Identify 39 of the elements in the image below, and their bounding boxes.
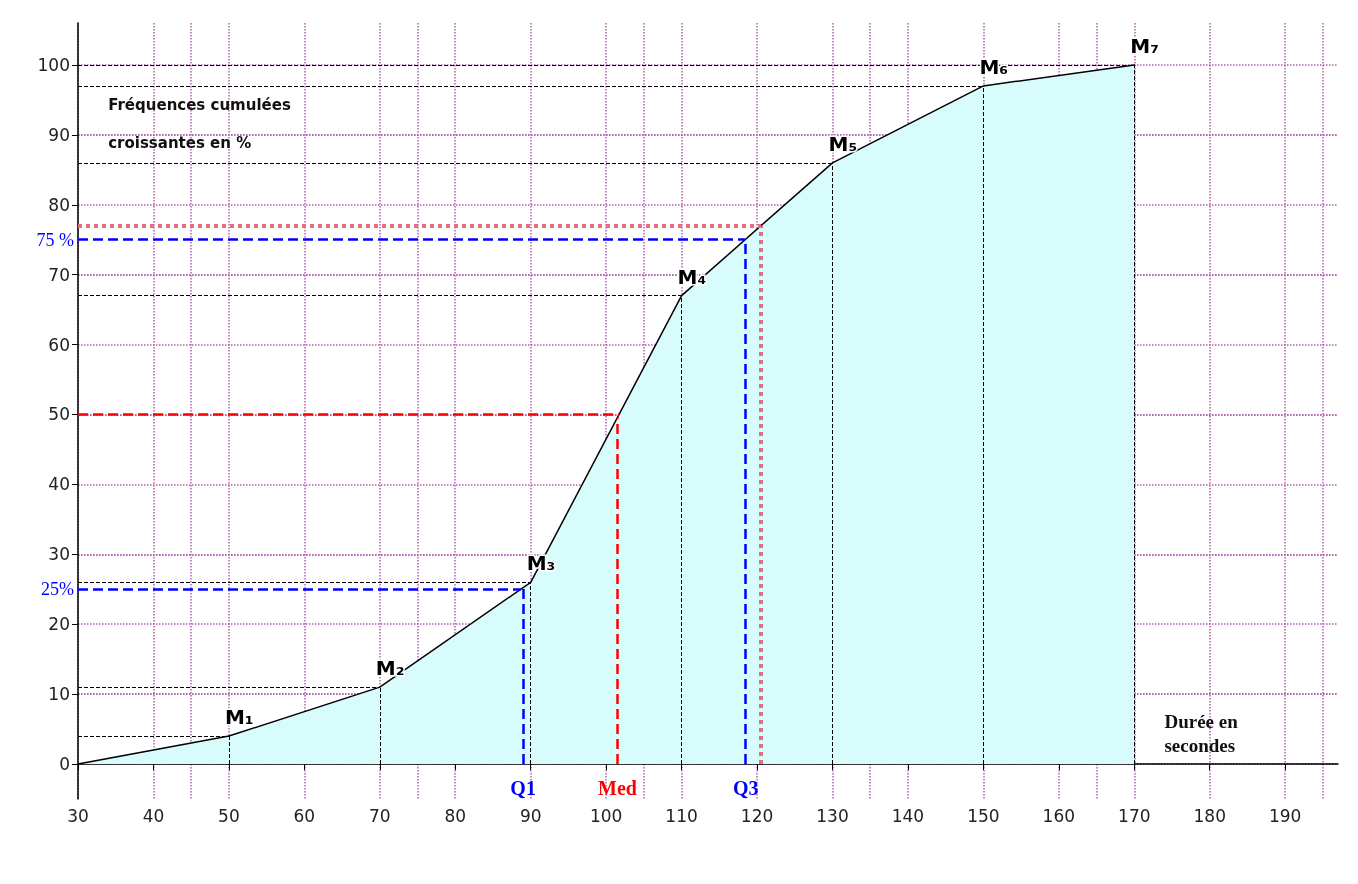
ref-line-label: Q3 <box>732 777 759 800</box>
y-tick-label: 10 <box>48 684 70 705</box>
x-tick-label: 180 <box>1193 805 1226 826</box>
x-tick-label: 110 <box>665 805 698 826</box>
y-tick-label: 50 <box>48 404 70 425</box>
annotation: M₂ <box>375 656 405 681</box>
y-tick-label: 90 <box>48 124 70 145</box>
annotation: M₅ <box>828 131 858 156</box>
x-tick-label: 150 <box>967 805 1000 826</box>
x-tick-label: 130 <box>816 805 849 826</box>
text: Fréquences cumulées croissantes en % <box>108 95 291 152</box>
y-tick-label: 40 <box>48 474 70 495</box>
y-tick-label: 70 <box>48 264 70 285</box>
x-tick-label: 30 <box>67 805 89 826</box>
ref-line-label: Med <box>598 777 637 800</box>
x-tick-label: 80 <box>444 805 467 826</box>
y-tick-label: 80 <box>48 194 70 215</box>
x-tick-label: 40 <box>142 805 165 826</box>
x-tick-label: 50 <box>218 805 240 826</box>
annotation: M₇ <box>1130 33 1159 58</box>
y-tick-label: 0 <box>59 754 70 775</box>
ref-line-label: Q1 <box>510 777 536 800</box>
x-tick-label: 120 <box>740 805 774 826</box>
x-tick-label: 160 <box>1042 805 1076 826</box>
x-tick-label: 90 <box>519 805 542 826</box>
y-tick-label: 60 <box>48 334 70 355</box>
x-tick-label: 100 <box>589 805 623 826</box>
x-axis-title: Durée en secondes <box>1164 710 1243 756</box>
y-tick-label: 100 <box>37 54 70 75</box>
x-tick-label: 70 <box>368 805 391 826</box>
annotation: M₁ <box>224 705 254 730</box>
ref-line-label: 75 % <box>36 229 74 250</box>
y-tick-label: 30 <box>48 544 70 565</box>
y-tick-label: 20 <box>48 614 70 635</box>
ref-line-label: 25% <box>41 579 74 600</box>
x-tick-label: 140 <box>891 805 925 826</box>
x-tick-label: 60 <box>293 805 316 826</box>
x-tick-label: 190 <box>1268 805 1302 826</box>
x-tick-label: 170 <box>1118 805 1151 826</box>
